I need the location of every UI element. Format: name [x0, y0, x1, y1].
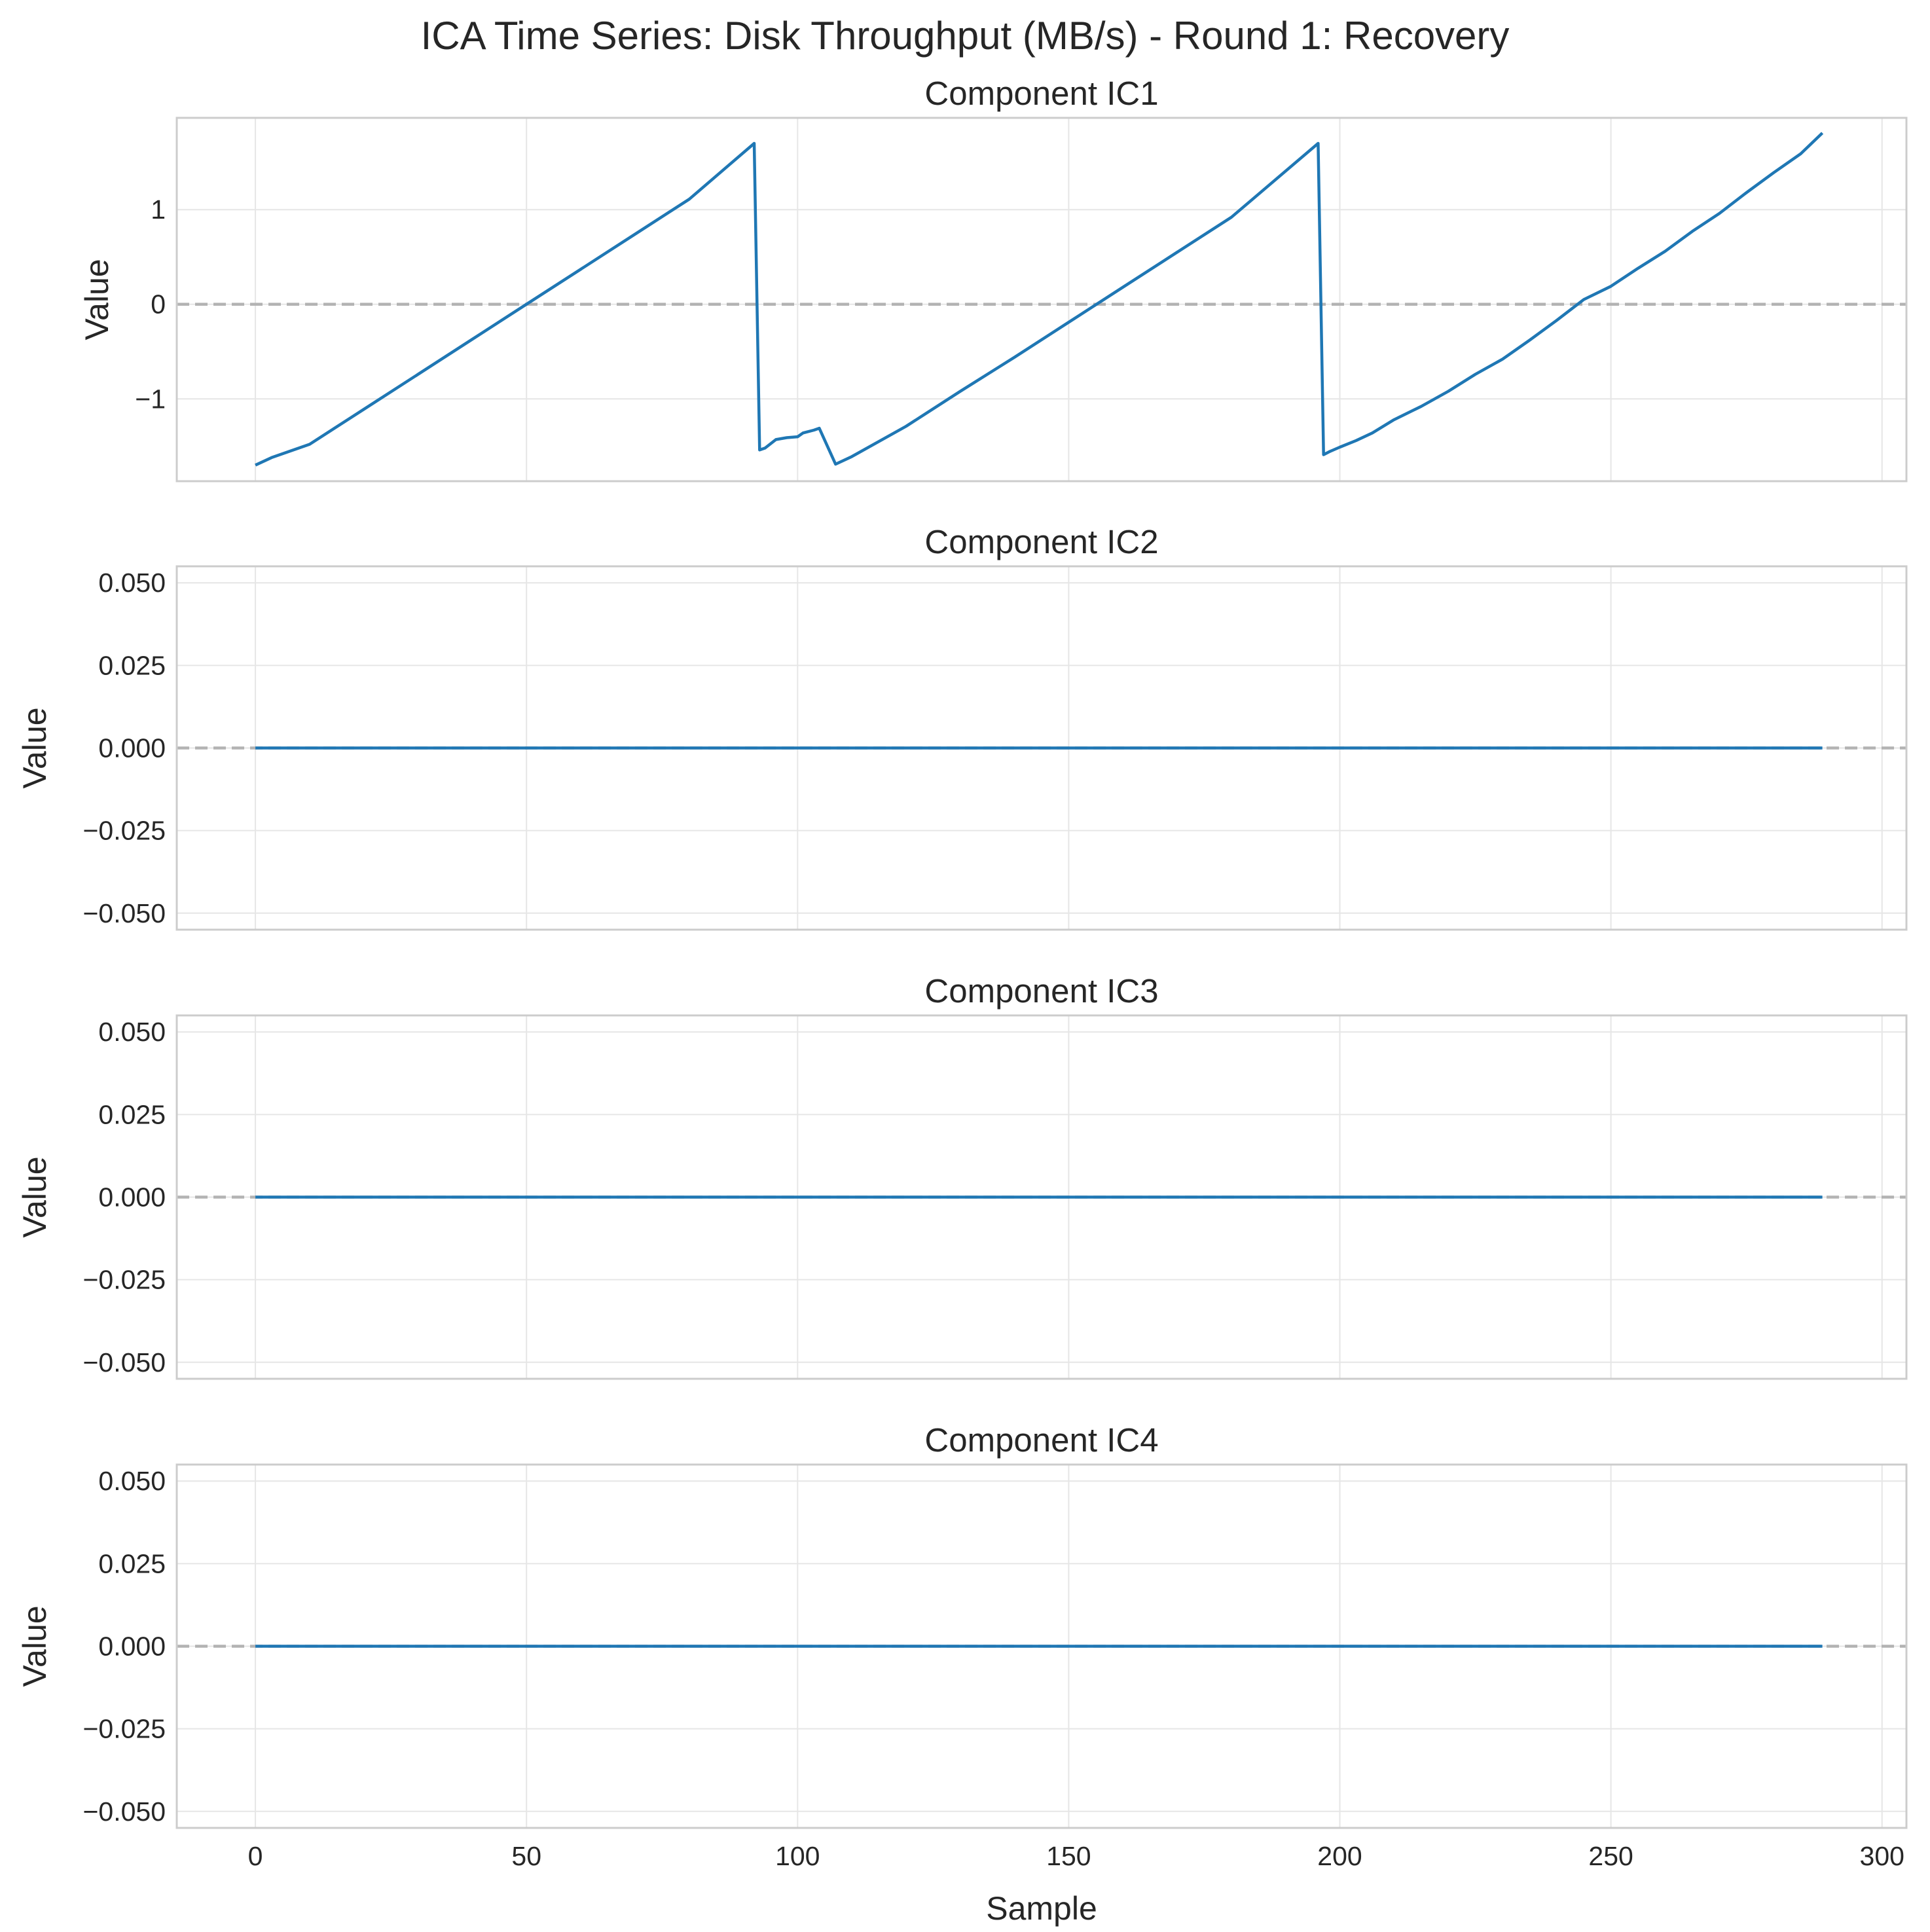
axes-frame — [175, 1463, 1908, 1829]
y-tick-label: 0.025 — [98, 650, 166, 680]
y-tick-label: −0.050 — [82, 1347, 166, 1377]
figure-title: ICA Time Series: Disk Throughput (MB/s) … — [421, 14, 1510, 58]
y-tick-label: −0.025 — [82, 1265, 166, 1295]
y-tick-label: 0.050 — [98, 1466, 166, 1496]
y-tick-label: 0.000 — [98, 733, 166, 763]
panel-ic1: −1 0 1 Component IC1 Value — [79, 75, 1908, 483]
panel-title: Component IC1 — [924, 75, 1158, 112]
y-tick-label: −0.050 — [82, 898, 166, 928]
y-axis-label: Value — [16, 1605, 53, 1686]
y-tick-label: 1 — [151, 194, 166, 225]
y-tick-label: 0.000 — [98, 1631, 166, 1662]
panel-title: Component IC2 — [924, 523, 1158, 560]
y-axis-label: Value — [16, 707, 53, 788]
y-tick-label: 0.050 — [98, 1017, 166, 1047]
x-tick-label: 300 — [1860, 1841, 1904, 1871]
series-line — [255, 132, 1824, 467]
y-tick-label: 0.050 — [98, 568, 166, 598]
x-tick-label: 150 — [1046, 1841, 1091, 1871]
x-tick-label: 200 — [1317, 1841, 1362, 1871]
x-tick-label: 0 — [248, 1841, 263, 1871]
y-axis-label: Value — [16, 1156, 53, 1237]
axes-frame — [175, 565, 1908, 931]
axes-frame — [175, 1014, 1908, 1380]
panel-ic2: −0.050 −0.025 0.000 0.025 0.050 Component IC2… — [16, 523, 1908, 931]
y-tick-label: 0.025 — [98, 1099, 166, 1129]
y-tick-label: −0.050 — [82, 1796, 166, 1827]
y-tick-label: −1 — [135, 384, 166, 414]
y-tick-label: −0.025 — [82, 816, 166, 846]
y-tick-label: −0.025 — [82, 1714, 166, 1744]
x-tick-label: 250 — [1588, 1841, 1633, 1871]
panel-ic3: −0.050 −0.025 0.000 0.025 0.050 Component IC3… — [16, 972, 1908, 1380]
panel-title: Component IC4 — [924, 1421, 1158, 1459]
y-tick-label: 0.025 — [98, 1548, 166, 1578]
panel-ic4: −0.050 −0.025 0.000 0.025 0.050 0 50 100 150 200 2… — [16, 1421, 1908, 1927]
y-tick-label: 0.000 — [98, 1182, 166, 1212]
x-tick-label: 50 — [511, 1841, 541, 1871]
axes-frame — [175, 117, 1908, 483]
x-tick-label: 100 — [775, 1841, 820, 1871]
panel-title: Component IC3 — [924, 972, 1158, 1010]
y-tick-label: 0 — [151, 289, 166, 319]
x-axis-label: Sample — [986, 1890, 1097, 1927]
y-axis-label: Value — [79, 259, 115, 340]
